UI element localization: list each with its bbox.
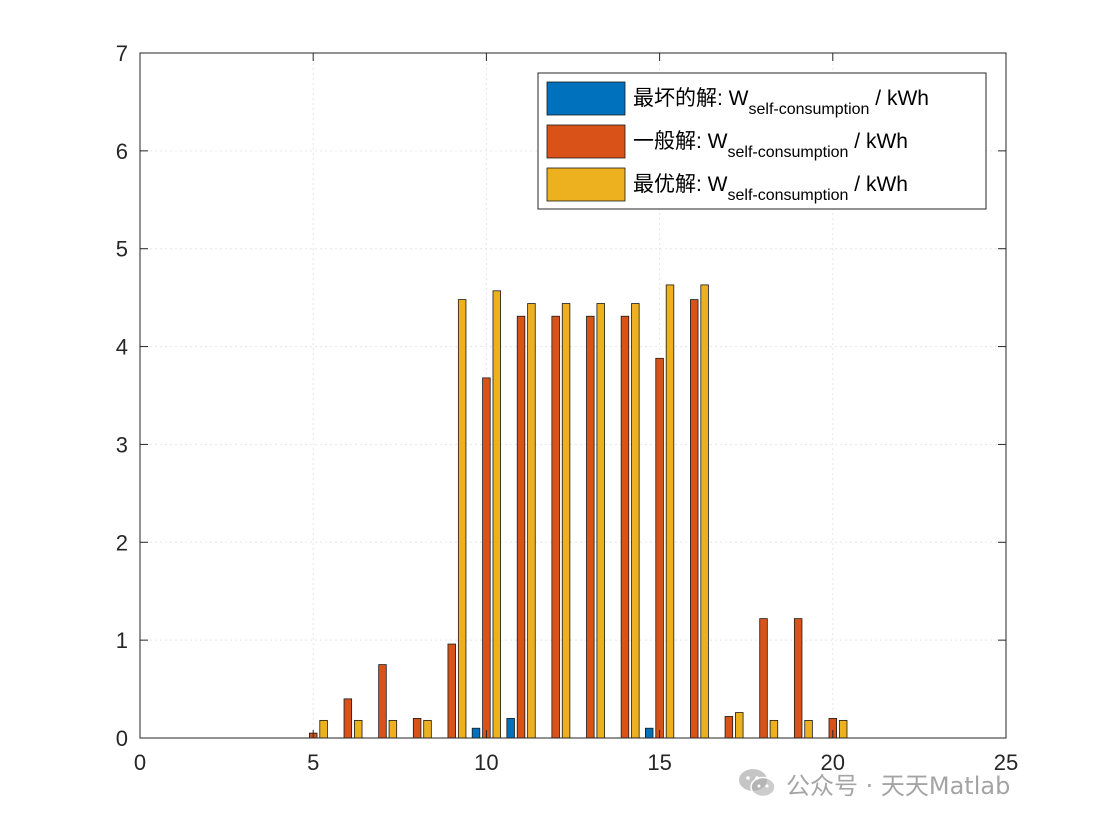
legend-entry: 一般解: Wself-consumption / kWh bbox=[633, 130, 908, 161]
plot-frame bbox=[139, 52, 1007, 739]
bar-series2-x11 bbox=[516, 315, 526, 739]
bar-series3-x18 bbox=[769, 719, 779, 739]
bar-series2-x7 bbox=[378, 664, 387, 739]
bar-series2-x15 bbox=[655, 357, 664, 739]
legend-entry: 最优解: Wself-consumption / kWh bbox=[633, 173, 908, 204]
bar-series3-x5 bbox=[319, 719, 328, 739]
bar-series3-x8 bbox=[423, 719, 432, 739]
y-tick-label: 7 bbox=[116, 41, 128, 66]
y-tick-label: 5 bbox=[116, 237, 128, 262]
bar-series2-x9 bbox=[447, 643, 456, 739]
y-tick-label: 1 bbox=[116, 628, 128, 653]
y-tick-label: 4 bbox=[116, 335, 128, 360]
bar-series3-x15 bbox=[665, 284, 675, 739]
bar-series2-x6 bbox=[343, 698, 353, 739]
legend: 最坏的解: Wself-consumption / kWh 一般解: Wself-… bbox=[537, 72, 987, 210]
bar-series2-x17 bbox=[724, 716, 734, 739]
bar-series2-x16 bbox=[690, 299, 699, 739]
x-tick-label: 10 bbox=[474, 750, 498, 775]
bar-series3-x19 bbox=[804, 719, 813, 739]
bar-series1-x11 bbox=[506, 718, 515, 739]
bar-series3-x6 bbox=[354, 719, 363, 739]
x-tick-label: 20 bbox=[821, 750, 845, 775]
bar-series3-x11 bbox=[527, 303, 536, 739]
bar-series2-x14 bbox=[620, 315, 630, 739]
bar-series2-x12 bbox=[551, 315, 560, 739]
bar-series3-x14 bbox=[631, 303, 640, 739]
bar-series2-x10 bbox=[482, 377, 491, 739]
bar-series1-x10 bbox=[471, 727, 481, 739]
legend-swatch bbox=[546, 81, 626, 116]
y-tick-label: 0 bbox=[116, 726, 128, 751]
bar-series3-x9 bbox=[457, 299, 467, 739]
y-tick-label: 3 bbox=[116, 432, 128, 457]
bar-series3-x12 bbox=[561, 303, 571, 739]
bar-series2-x8 bbox=[412, 718, 422, 739]
legend-swatch bbox=[546, 167, 626, 202]
x-tick-label: 15 bbox=[647, 750, 671, 775]
bars bbox=[308, 284, 848, 739]
bar-series2-x13 bbox=[586, 315, 595, 739]
bar-series3-x17 bbox=[735, 712, 744, 739]
bar-series3-x20 bbox=[838, 719, 848, 739]
legend-swatch bbox=[546, 124, 626, 159]
x-tick-label: 25 bbox=[994, 750, 1018, 775]
axis-ticks: 0 5 10 15 20 25 0 1 2 3 4 5 6 7 bbox=[116, 41, 1018, 775]
x-tick-label: 5 bbox=[307, 750, 319, 775]
bar-series2-x18 bbox=[759, 618, 768, 739]
legend-entry: 最坏的解: Wself-consumption / kWh bbox=[633, 87, 929, 118]
bar-series3-x16 bbox=[700, 284, 709, 739]
y-tick-label: 2 bbox=[116, 530, 128, 555]
bar-series3-x7 bbox=[388, 719, 398, 739]
bar-series2-x19 bbox=[793, 618, 803, 739]
bar-series1-x15 bbox=[644, 727, 654, 739]
y-tick-label: 6 bbox=[116, 139, 128, 164]
bar-series3-x13 bbox=[596, 303, 605, 739]
x-tick-label: 0 bbox=[134, 750, 146, 775]
bar-series3-x10 bbox=[492, 290, 502, 739]
